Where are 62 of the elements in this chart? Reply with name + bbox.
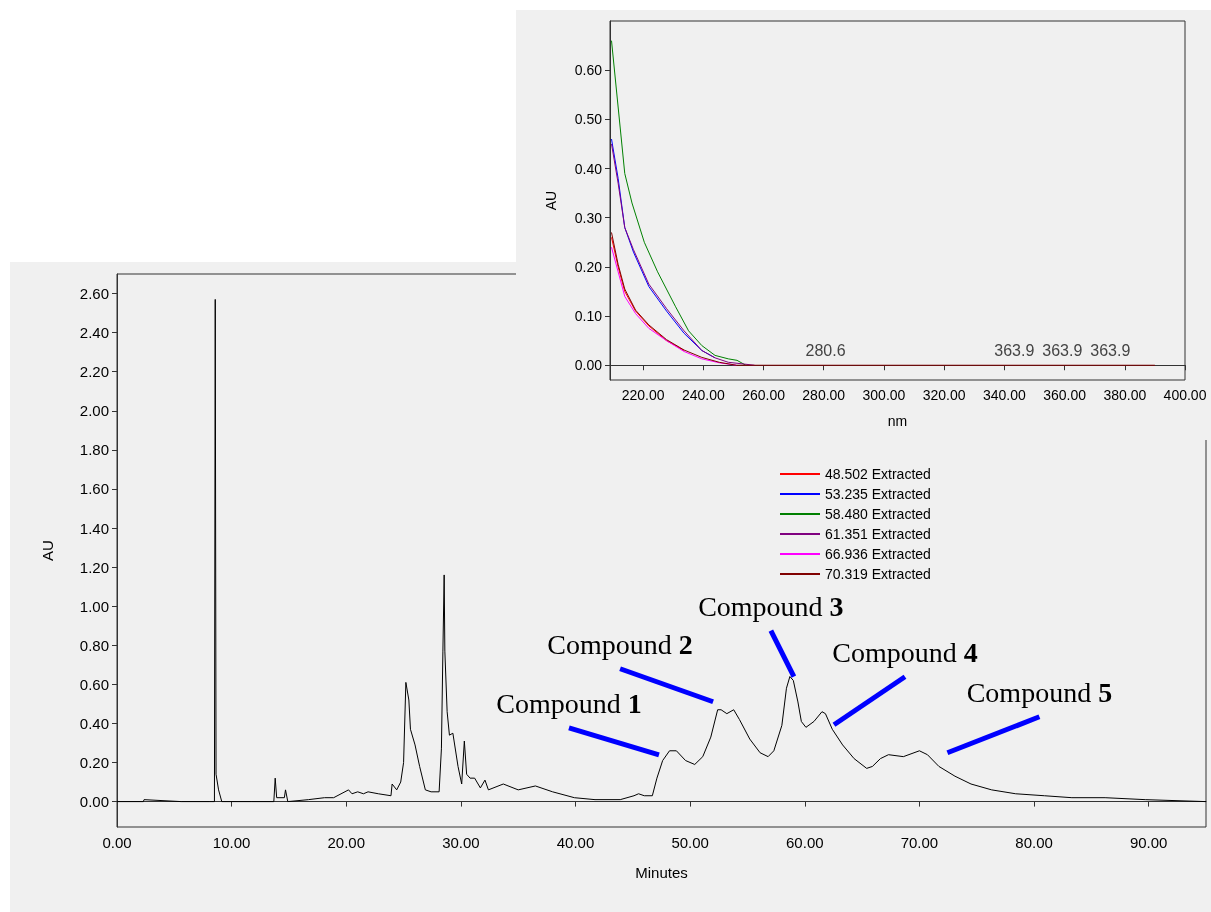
legend-label: 61.351 Extracted — [825, 526, 931, 542]
y-tick-label: 1.60 — [79, 480, 109, 498]
x-tick-label: 220.00 — [621, 387, 665, 403]
x-axis-title: Minutes — [635, 864, 688, 881]
y-tick-label: 0.50 — [574, 111, 603, 128]
y-tick-label: 0.60 — [574, 62, 603, 79]
y-axis-title: AU — [543, 190, 559, 211]
x-tick-label: 260.00 — [742, 387, 786, 403]
y-tick-label: 0.40 — [79, 714, 109, 732]
annotation: Compound 3 — [698, 591, 844, 623]
line-series — [611, 143, 755, 366]
x-tick-label: 40.00 — [556, 834, 595, 851]
line-series — [611, 231, 1156, 366]
legend-label: 66.936 Extracted — [825, 546, 931, 562]
y-tick-label: 2.40 — [79, 324, 109, 342]
x-tick-label: 20.00 — [327, 834, 366, 851]
x-tick-label: 50.00 — [671, 834, 709, 851]
x-tick-label: 90.00 — [1129, 834, 1168, 851]
y-tick-label: 0.80 — [79, 636, 109, 654]
annotation: 363.9 — [1090, 341, 1131, 359]
y-tick-label: 0.60 — [79, 675, 109, 693]
y-tick-label: 2.20 — [79, 363, 109, 381]
y-tick-label: 0.10 — [574, 308, 603, 325]
x-tick-label: 0.00 — [102, 834, 132, 851]
legend-label: 53.235 Extracted — [825, 486, 931, 502]
x-tick-label: 380.00 — [1103, 387, 1147, 403]
y-tick-label: 1.20 — [79, 558, 109, 576]
y-tick-label: 0.20 — [574, 258, 603, 275]
x-tick-label: 400.00 — [1163, 387, 1207, 403]
legend-label: 48.502 Extracted — [825, 466, 931, 482]
x-tick-label: 240.00 — [681, 387, 725, 403]
x-axis-title: nm — [887, 413, 908, 429]
x-tick-label: 360.00 — [1043, 387, 1087, 403]
annotation: Compound 4 — [832, 637, 978, 669]
x-tick-label: 340.00 — [982, 387, 1026, 403]
legend-label: 58.480 Extracted — [825, 506, 931, 522]
x-tick-label: 10.00 — [212, 834, 251, 851]
y-tick-label: 1.00 — [79, 597, 109, 615]
annotation: 363.9 — [994, 341, 1035, 359]
y-tick-label: 0.40 — [574, 160, 603, 177]
annotation: 280.6 — [805, 341, 846, 359]
x-tick-label: 80.00 — [1015, 834, 1053, 851]
x-tick-label: 300.00 — [862, 387, 906, 403]
x-tick-label: 320.00 — [922, 387, 966, 403]
annotation: Compound 1 — [496, 688, 642, 720]
annotation: 363.9 — [1042, 341, 1083, 359]
y-tick-label: 0.20 — [79, 754, 109, 772]
x-tick-label: 60.00 — [786, 834, 824, 851]
x-tick-label: 30.00 — [442, 834, 480, 851]
y-tick-label: 2.00 — [79, 402, 109, 420]
y-tick-label: 0.00 — [79, 793, 109, 811]
y-tick-label: 2.60 — [79, 285, 109, 303]
annotation: Compound 2 — [547, 629, 693, 661]
y-tick-label: 0.00 — [574, 357, 603, 374]
x-tick-label: 280.00 — [802, 387, 846, 403]
legend-label: 70.319 Extracted — [825, 566, 931, 582]
y-tick-label: 1.40 — [79, 519, 109, 537]
x-tick-label: 70.00 — [900, 834, 939, 851]
y-tick-label: 0.30 — [574, 209, 603, 226]
y-tick-label: 1.80 — [79, 441, 109, 459]
annotation: Compound 5 — [966, 677, 1113, 709]
y-axis-title: AU — [39, 540, 56, 561]
